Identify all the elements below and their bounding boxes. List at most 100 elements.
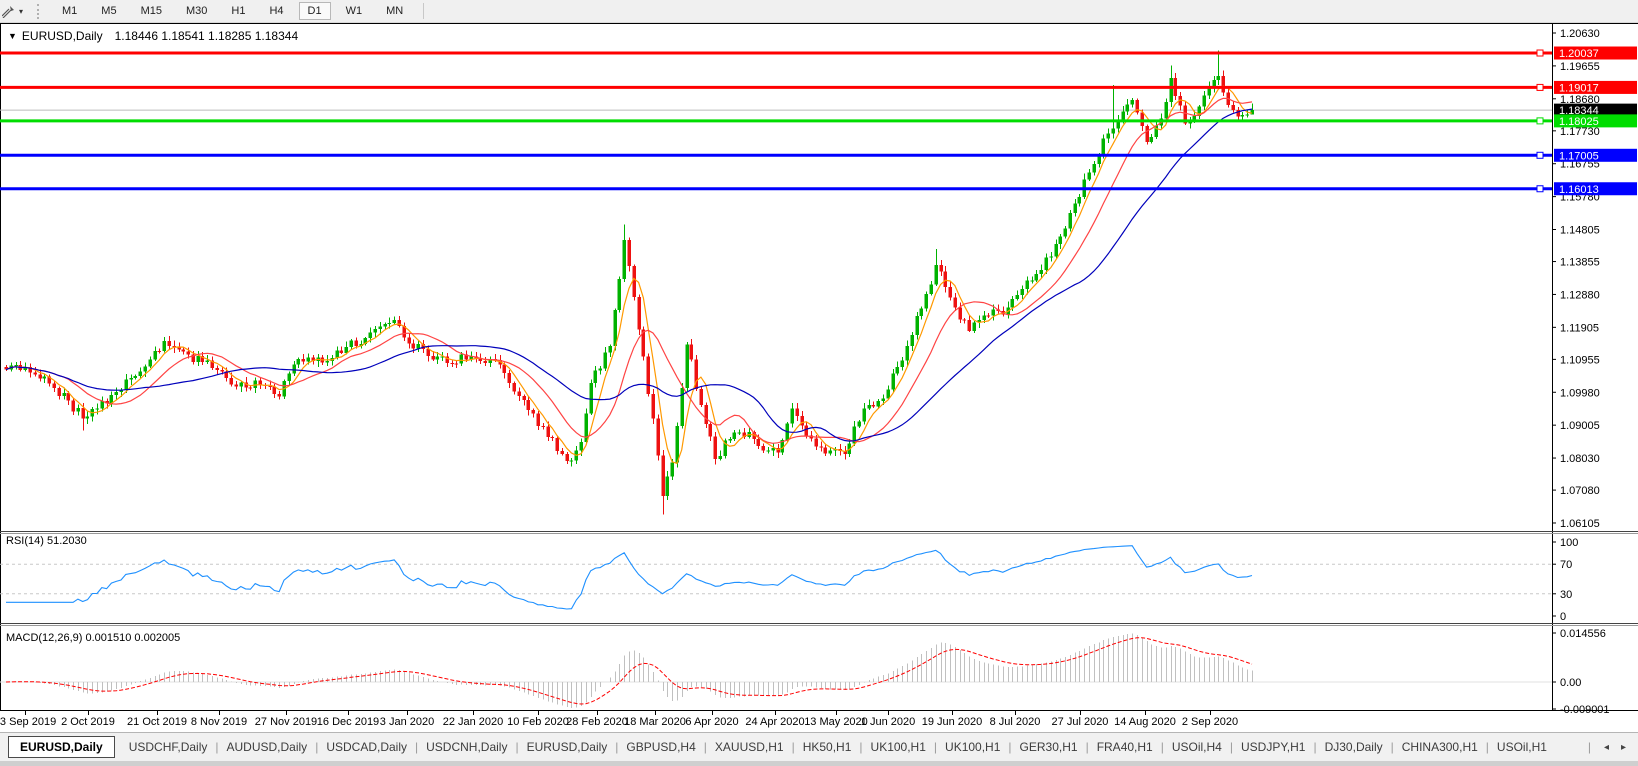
candle-body [675, 426, 679, 463]
chart-tab-usdjpy-h1[interactable]: USDJPY,H1 [1240, 740, 1306, 754]
level-handle[interactable] [1536, 83, 1544, 91]
chart-tab-eurusd-daily[interactable]: EURUSD,Daily [526, 740, 608, 754]
candle-body [162, 340, 166, 352]
candle-body [239, 382, 243, 387]
candle-body [761, 446, 765, 451]
price-tick-label: 1.19655 [1560, 61, 1600, 73]
chart-tab-usoil-h1[interactable]: USOil,H1 [1496, 740, 1547, 754]
rsi-tick-label: 30 [1560, 589, 1572, 601]
candle-body [483, 361, 487, 363]
candle-body [14, 364, 18, 366]
tab-divider: | [703, 740, 707, 754]
chart-tab-fra40-h1[interactable]: FRA40,H1 [1096, 740, 1153, 754]
candle-body [732, 432, 736, 439]
level-handle[interactable] [1536, 117, 1544, 125]
price-tick-label: 1.08030 [1560, 453, 1600, 465]
candle-body [584, 413, 588, 443]
timeframe-button-m5[interactable]: M5 [101, 5, 117, 17]
timeframe-button-m1[interactable]: M1 [62, 5, 78, 17]
chart-tab-usdchf-daily[interactable]: USDCHF,Daily [128, 740, 208, 754]
candle-body [953, 297, 957, 308]
candle-body [421, 344, 425, 349]
date-label: 21 Oct 2019 [127, 716, 187, 728]
candle-body [613, 310, 617, 347]
chart-area: 1.20630 1.19655 1.18680 1.17730 1.16755 1.157… [0, 23, 1638, 732]
chart-tab-xauusd-h1[interactable]: XAUUSD,H1 [714, 740, 784, 754]
candle-body [416, 344, 420, 349]
tab-divider: | [1085, 740, 1089, 754]
candle-body [948, 286, 952, 298]
price-tick-label: 1.12880 [1560, 289, 1600, 301]
level-1.20037-box [1554, 46, 1637, 60]
candle-body [1010, 298, 1014, 308]
candle-body [1058, 236, 1062, 245]
tab-scroll-left-icon[interactable]: ◂ [1603, 741, 1609, 753]
ma-13-line [5, 97, 1253, 444]
ma-30-line [5, 108, 1253, 442]
level-handle[interactable] [1536, 185, 1544, 193]
tab-scroll-right-icon[interactable]: ▸ [1620, 741, 1626, 753]
candle-body [1111, 128, 1115, 134]
chart-menu-icon[interactable]: ▼ [8, 31, 17, 41]
chart-tab-eurusd-daily[interactable]: EURUSD,Daily [8, 736, 115, 758]
candle-body [143, 366, 147, 372]
candle-body [1063, 228, 1067, 237]
chart-tab-uk100-h1[interactable]: UK100,H1 [945, 740, 1001, 754]
candle-body [38, 374, 42, 379]
tool-dropdown-icon[interactable]: ▾ [19, 6, 24, 16]
candle-body [579, 442, 583, 451]
chart-tab-china300-h1[interactable]: CHINA300,H1 [1401, 740, 1478, 754]
tab-divider: | [791, 740, 795, 754]
level-handle[interactable] [1536, 151, 1544, 159]
candle-body [109, 394, 113, 404]
chart-tab-gbpusd-h4[interactable]: GBPUSD,H4 [626, 740, 696, 754]
cursor-tool-icon[interactable] [1, 3, 17, 19]
candle-body [1135, 99, 1139, 113]
chart-tab-usoil-h4[interactable]: USOil,H4 [1171, 740, 1222, 754]
timeframe-button-h1[interactable]: H1 [231, 5, 246, 17]
tab-divider: | [1160, 740, 1164, 754]
candle-body [450, 363, 454, 365]
price-tick-label: 1.11905 [1560, 322, 1599, 334]
candle-body [958, 307, 962, 320]
date-label: 2 Oct 2019 [61, 716, 115, 728]
chart-tab-audusd-daily[interactable]: AUDUSD,Daily [226, 740, 308, 754]
timeframe-button-m15[interactable]: M15 [140, 5, 162, 17]
candle-body [454, 363, 458, 365]
candle-body [335, 350, 339, 358]
chart-tab-usdcad-daily[interactable]: USDCAD,Daily [326, 740, 407, 754]
candle-body [641, 329, 645, 357]
candle-body [1216, 76, 1220, 80]
candle-body [1154, 125, 1158, 138]
candle-body [387, 323, 391, 325]
candle-body [1125, 104, 1129, 112]
candle-body [248, 387, 252, 389]
chart-tab-ger30-h1[interactable]: GER30,H1 [1019, 740, 1078, 754]
candle-body [1212, 79, 1216, 87]
candle-body [589, 383, 593, 414]
candle-body [349, 340, 353, 348]
candle-body [488, 358, 492, 363]
date-label: 22 Jan 2020 [443, 716, 504, 728]
candle-body [804, 425, 808, 436]
macd-tick-label: -0.009001 [1560, 704, 1610, 716]
candle-body [569, 460, 573, 462]
candle-body [383, 324, 387, 327]
chart-tab-dj30-daily[interactable]: DJ30,Daily [1324, 740, 1383, 754]
timeframe-button-h4[interactable]: H4 [269, 5, 284, 17]
candle-body [62, 392, 66, 396]
level-1.19017-box-label: 1.19017 [1559, 82, 1599, 94]
level-handle[interactable] [1536, 49, 1544, 57]
candle-body [593, 370, 597, 384]
timeframe-button-mn[interactable]: MN [386, 5, 404, 17]
timeframe-button-d1[interactable]: D1 [298, 2, 331, 20]
candle-body [771, 448, 775, 451]
chart-tab-hk50-h1[interactable]: HK50,H1 [802, 740, 852, 754]
top-toolbar: ▾ M1 M5 M15 M30 H1 H4 D1 W1 MN [0, 0, 1638, 23]
price-chart-canvas[interactable]: 1.206301.196551.186801.177301.167551.157… [0, 23, 1638, 732]
price-tick-label: 1.20630 [1560, 28, 1600, 40]
chart-tab-uk100-h1[interactable]: UK100,H1 [870, 740, 926, 754]
timeframe-button-m30[interactable]: M30 [185, 5, 208, 17]
timeframe-button-w1[interactable]: W1 [345, 5, 363, 17]
chart-tab-usdcnh-daily[interactable]: USDCNH,Daily [426, 740, 508, 754]
